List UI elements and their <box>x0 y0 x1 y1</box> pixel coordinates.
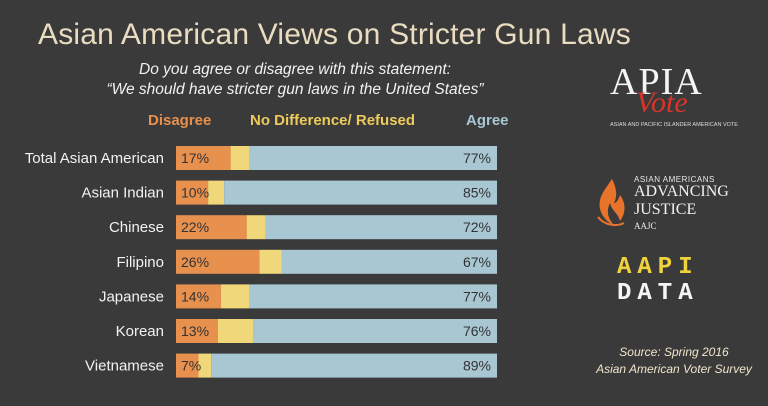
source-line-1: Source: Spring 2016 <box>619 345 729 359</box>
category-label: Japanese <box>99 288 164 305</box>
category-label: Total Asian American <box>25 150 164 167</box>
bar-segment-agree <box>224 180 497 205</box>
aajc-logo-line2: JUSTICE <box>634 201 697 218</box>
legend-no-difference: No Difference/ Refused <box>250 112 416 129</box>
aajc-logo-tag: AAJC <box>634 221 657 231</box>
data-label-disagree: 22% <box>181 219 209 235</box>
apia-logo-main: APIA <box>610 61 703 103</box>
bar-segment-disagree <box>176 180 209 205</box>
data-label-agree: 77% <box>463 150 491 166</box>
bar-segment-agree <box>249 146 497 170</box>
bar-segment-no-difference <box>217 319 254 343</box>
category-label: Vietnamese <box>85 358 164 375</box>
category-label: Filipino <box>116 254 164 271</box>
bar-segment-no-difference <box>198 353 212 378</box>
data-label-disagree: 7% <box>181 358 201 374</box>
bar-segment-no-difference <box>246 215 266 240</box>
bar-segment-disagree <box>176 249 260 274</box>
category-label: Asian Indian <box>81 185 164 202</box>
data-label-disagree: 14% <box>181 288 209 304</box>
aajc-logo-line1: ADVANCING <box>634 183 729 200</box>
subtitle-line-2: “We should have stricter gun laws in the… <box>106 81 484 98</box>
bar-segment-agree <box>281 249 497 274</box>
bar-segment-disagree <box>176 146 231 170</box>
subtitle-line-1: Do you agree or disagree with this state… <box>139 61 451 78</box>
data-label-agree: 76% <box>463 323 491 339</box>
data-label-agree: 67% <box>463 254 491 270</box>
bar-segment-disagree <box>176 284 221 309</box>
bar-segment-agree <box>211 353 497 378</box>
category-label: Chinese <box>109 219 164 236</box>
bar-segment-disagree <box>176 353 199 378</box>
bar-segment-no-difference <box>208 180 225 205</box>
aajc-logo: ASIAN AMERICANS ADVANCING JUSTICE AAJC <box>594 175 744 235</box>
data-label-disagree: 13% <box>181 323 209 339</box>
aapi-data-logo: AAPI DATA <box>617 255 727 307</box>
data-label-agree: 77% <box>463 288 491 304</box>
apia-vote-logo: APIA Vote ASIAN AND PACIFIC ISLANDER AME… <box>606 60 738 130</box>
bar-segment-disagree <box>176 215 247 240</box>
bar-segment-disagree <box>176 319 218 343</box>
chart-title: Asian American Views on Stricter Gun Law… <box>38 18 631 51</box>
aapi-logo-row2: DATA <box>617 280 699 307</box>
data-label-disagree: 10% <box>181 185 209 201</box>
aajc-logo-small: ASIAN AMERICANS <box>634 175 715 184</box>
legend-disagree: Disagree <box>148 112 212 129</box>
category-label: Korean <box>116 323 164 340</box>
data-label-disagree: 26% <box>181 254 209 270</box>
bar-segment-agree <box>249 284 497 309</box>
stacked-bar-chart: Total Asian American 17% 77% Asian Indian 10… <box>25 146 497 378</box>
source-note: Source: Spring 2016 Asian American Voter… <box>590 344 758 378</box>
apia-logo-script: Vote <box>636 86 688 119</box>
data-label-agree: 72% <box>463 219 491 235</box>
bar-segment-agree <box>253 319 497 343</box>
data-label-agree: 85% <box>463 185 491 201</box>
bar-segment-no-difference <box>220 284 250 309</box>
chart-subtitle: Do you agree or disagree with this state… <box>0 60 590 100</box>
legend-agree: Agree <box>466 112 509 129</box>
bar-segment-no-difference <box>259 249 282 274</box>
data-label-agree: 89% <box>463 358 491 374</box>
aapi-logo-row1: AAPI <box>617 254 699 281</box>
source-line-2: Asian American Voter Survey <box>596 362 752 376</box>
bar-segment-agree <box>265 215 497 240</box>
flame-icon <box>597 179 625 226</box>
apia-logo-sub: ASIAN AND PACIFIC ISLANDER AMERICAN VOTE <box>610 122 738 128</box>
bar-segment-no-difference <box>230 146 250 170</box>
data-label-disagree: 17% <box>181 150 209 166</box>
